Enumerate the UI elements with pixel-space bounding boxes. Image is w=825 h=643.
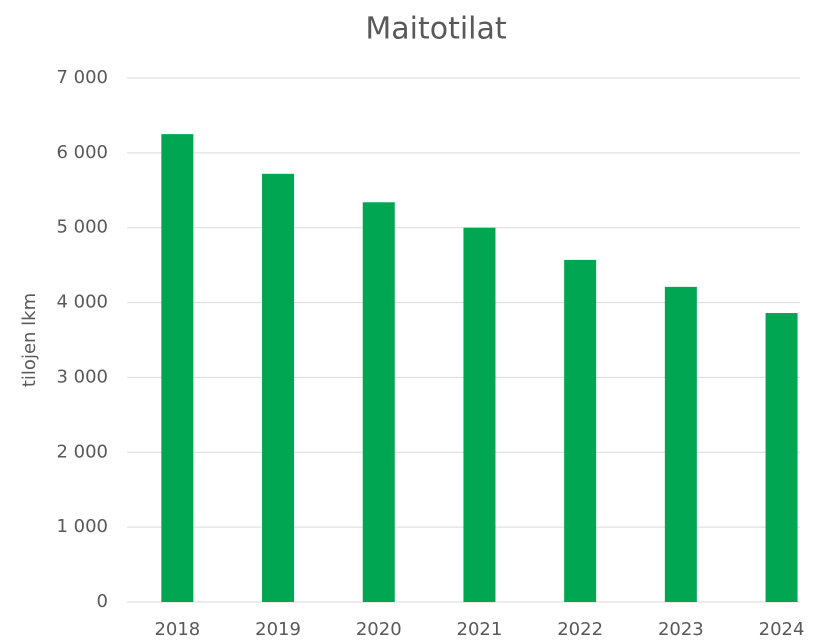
- x-tick-label: 2018: [154, 619, 200, 640]
- bar: [765, 313, 798, 602]
- y-tick-label: 7 000: [56, 67, 108, 88]
- x-tick-label: 2021: [457, 619, 503, 640]
- y-tick-label: 4 000: [56, 292, 108, 313]
- bar: [664, 286, 697, 602]
- x-tick-label: 2024: [759, 619, 805, 640]
- x-tick-label: 2022: [557, 619, 603, 640]
- x-tick-label: 2020: [356, 619, 402, 640]
- bar: [161, 134, 194, 602]
- x-tick-label: 2023: [658, 619, 704, 640]
- y-tick-label: 1 000: [56, 516, 108, 537]
- y-tick-label: 3 000: [56, 366, 108, 387]
- y-tick-label: 2 000: [56, 441, 108, 462]
- y-axis-label: tilojen lkm: [19, 293, 40, 387]
- bar: [362, 202, 395, 602]
- bar: [564, 259, 597, 602]
- y-tick-label: 5 000: [56, 217, 108, 238]
- y-tick-label: 6 000: [56, 142, 108, 163]
- bar: [262, 173, 295, 602]
- x-tick-label: 2019: [255, 619, 301, 640]
- y-tick-label: 0: [97, 591, 108, 612]
- bar: [463, 227, 496, 602]
- chart-title: Maitotilat: [365, 12, 507, 47]
